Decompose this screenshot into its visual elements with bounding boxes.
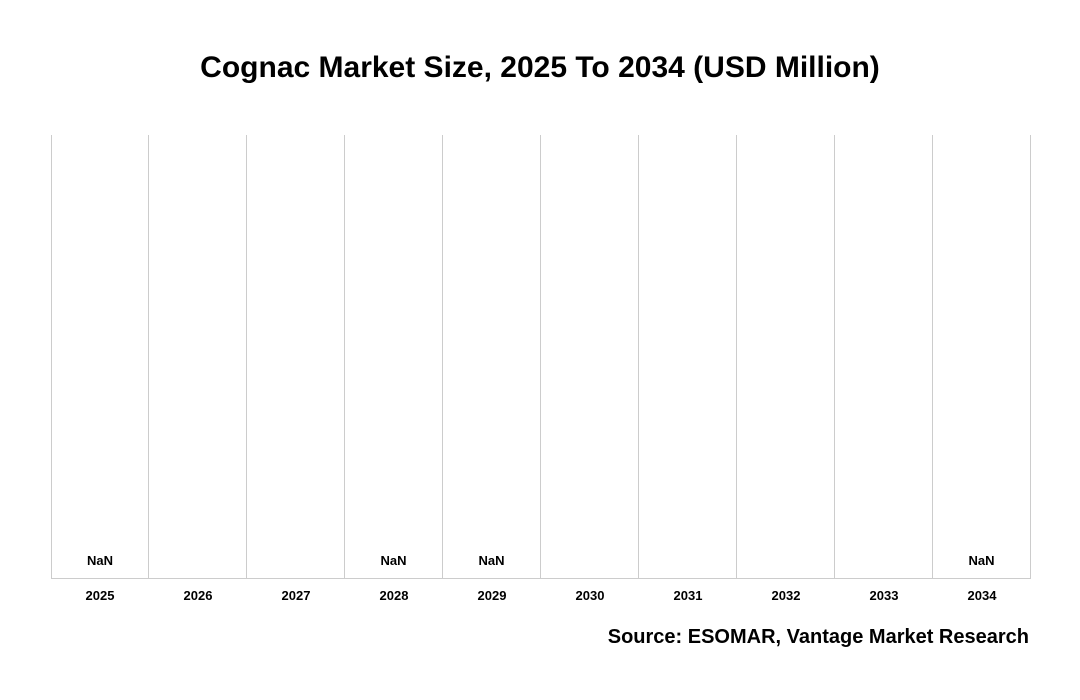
x-axis-label: 2028 (345, 588, 443, 603)
source-attribution: Source: ESOMAR, Vantage Market Research (608, 626, 1029, 649)
bar-value-label: NaN (443, 553, 540, 568)
x-axis-label: 2027 (247, 588, 345, 603)
chart-column (247, 135, 345, 578)
x-axis-label: 2025 (51, 588, 149, 603)
chart-column (737, 135, 835, 578)
chart-column (639, 135, 737, 578)
chart-column: NaN (933, 135, 1031, 578)
chart-column (541, 135, 639, 578)
chart-column: NaN (345, 135, 443, 578)
chart-column (149, 135, 247, 578)
x-axis-label: 2032 (737, 588, 835, 603)
x-axis-label: 2030 (541, 588, 639, 603)
x-axis-label: 2029 (443, 588, 541, 603)
chart-title: Cognac Market Size, 2025 To 2034 (USD Mi… (0, 51, 1080, 85)
x-axis-label: 2031 (639, 588, 737, 603)
x-axis-label: 2034 (933, 588, 1031, 603)
bar-value-label: NaN (345, 553, 442, 568)
bar-value-label: NaN (933, 553, 1030, 568)
chart-column (835, 135, 933, 578)
x-axis-label: 2033 (835, 588, 933, 603)
x-axis-label: 2026 (149, 588, 247, 603)
bar-value-label: NaN (52, 553, 148, 568)
chart-column: NaN (51, 135, 149, 578)
plot-area: NaNNaNNaNNaN (51, 135, 1031, 579)
chart-column: NaN (443, 135, 541, 578)
